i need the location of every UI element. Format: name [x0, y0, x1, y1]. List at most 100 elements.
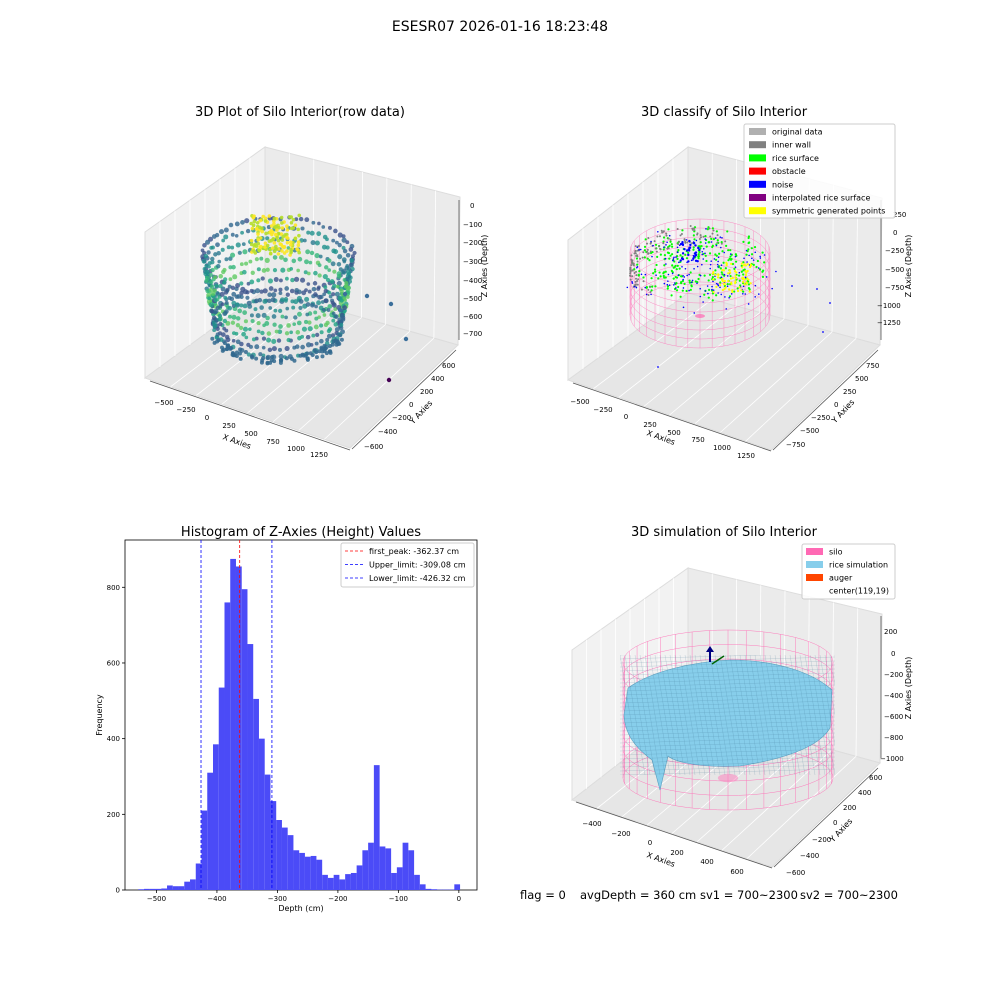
- cloud-point: [214, 283, 219, 288]
- cloud-point: [213, 298, 218, 303]
- cloud-point: [220, 345, 225, 350]
- noise-point: [664, 257, 667, 260]
- plot1-x-tick: 500: [244, 430, 257, 438]
- cloud-point: [304, 259, 309, 265]
- grid-line: [298, 330, 411, 431]
- noise-point: [678, 244, 681, 247]
- plot1-z-tick: −500: [463, 295, 482, 303]
- cloud-point: [232, 274, 238, 280]
- plot1-z-tick: −700: [463, 330, 482, 338]
- cloud-point: [301, 326, 307, 332]
- plot1-y-tick: −200: [392, 414, 411, 422]
- rice-surface-point: [643, 256, 646, 259]
- plot2-x-tick: 500: [667, 429, 680, 437]
- noise-point: [672, 258, 675, 260]
- noise-point: [696, 282, 698, 285]
- legend-swatch: [749, 180, 766, 188]
- inner-wall-point: [716, 241, 719, 244]
- cloud-point: [284, 346, 290, 352]
- cloud-point: [262, 323, 266, 328]
- cloud-point: [235, 339, 241, 345]
- cloud-point: [291, 258, 297, 264]
- cloud-point: [325, 245, 330, 250]
- symmetric-point: [744, 269, 747, 273]
- cloud-point: [252, 249, 256, 253]
- plot2-y-tick: 750: [866, 362, 879, 370]
- cloud-point: [305, 342, 312, 348]
- plot2-x-tick: −250: [593, 406, 612, 414]
- cloud-point: [254, 244, 259, 249]
- inner-wall-point: [631, 262, 634, 265]
- rice-surface-point: [763, 261, 766, 264]
- legend-swatch: [806, 587, 823, 594]
- noise-point: [626, 286, 629, 289]
- inner-wall-point: [633, 271, 636, 274]
- symmetric-point: [731, 289, 734, 292]
- cloud-point: [339, 288, 344, 294]
- rice-surface-point: [662, 272, 665, 275]
- rice-surface-point: [720, 240, 723, 244]
- mesh-line: [620, 724, 835, 732]
- histogram-bar: [345, 874, 351, 890]
- noise-point: [748, 254, 750, 257]
- mesh-line: [620, 740, 835, 748]
- status-sv1: sv1 = 700~2300: [700, 888, 798, 902]
- grid-line: [719, 331, 833, 433]
- rice-surface-point: [756, 259, 759, 263]
- plot1-z-tick: −100: [463, 221, 482, 229]
- cloud-point: [227, 305, 233, 311]
- mesh-line: [684, 655, 706, 775]
- cloud-point: [339, 322, 344, 327]
- cloud-point: [258, 236, 263, 240]
- cloud-point: [217, 259, 222, 264]
- plot2-x-tick: 1000: [713, 444, 731, 452]
- histogram-bar: [138, 889, 145, 890]
- symmetric-point: [731, 276, 734, 280]
- grid-line: [324, 337, 435, 440]
- inner-wall-point: [641, 256, 644, 259]
- cloud-point: [225, 346, 230, 351]
- cloud-point: [296, 243, 301, 248]
- cloud-point: [278, 278, 283, 283]
- plot1-x-tick: 0: [205, 414, 209, 422]
- symmetric-point: [742, 264, 745, 267]
- cloud-point: [286, 323, 291, 328]
- mesh-line: [620, 680, 835, 688]
- plot4-y-label: Y Axies: [827, 817, 854, 845]
- grid-line: [433, 190, 437, 339]
- cloud-point: [326, 328, 332, 334]
- plot4-z-ticks: 200 0 −200 −400 −600 −800 −1000: [880, 628, 904, 763]
- cloud-point: [305, 334, 311, 340]
- mesh-line: [620, 712, 835, 720]
- noise-point: [682, 278, 684, 281]
- noise-point: [754, 284, 757, 287]
- histogram-x-ticks: −500 −400 −300 −200 −100 0: [147, 890, 461, 903]
- noise-point: [719, 286, 721, 289]
- symmetric-point: [715, 285, 718, 289]
- rice-surface-point: [683, 282, 686, 285]
- cloud-point: [276, 338, 282, 343]
- cloud-point: [224, 300, 229, 306]
- histogram-title: Histogram of Z-Axies (Height) Values: [181, 525, 421, 540]
- inner-wall-point: [642, 251, 645, 254]
- cloud-point: [308, 260, 313, 265]
- mesh-line: [620, 655, 768, 660]
- cloud-point: [312, 281, 318, 286]
- histogram-bar: [299, 852, 305, 890]
- noise-point: [698, 248, 701, 252]
- cloud-point: [268, 247, 272, 252]
- noise-point: [694, 259, 698, 262]
- symmetric-point: [731, 290, 734, 294]
- inner-wall-point: [647, 294, 650, 297]
- inner-wall-point: [646, 248, 649, 251]
- cloud-point: [222, 341, 227, 346]
- cloud-point: [231, 300, 237, 306]
- cloud-point: [256, 320, 261, 326]
- cloud-point: [326, 333, 332, 339]
- cloud-point: [228, 346, 233, 351]
- rice-surface-point: [654, 270, 657, 273]
- inner-wall-point: [634, 250, 637, 253]
- cloud-point: [277, 225, 281, 230]
- cloud-point: [316, 300, 322, 306]
- plot-classify: 3D classify of Silo Interior −500 −250 0…: [566, 105, 913, 460]
